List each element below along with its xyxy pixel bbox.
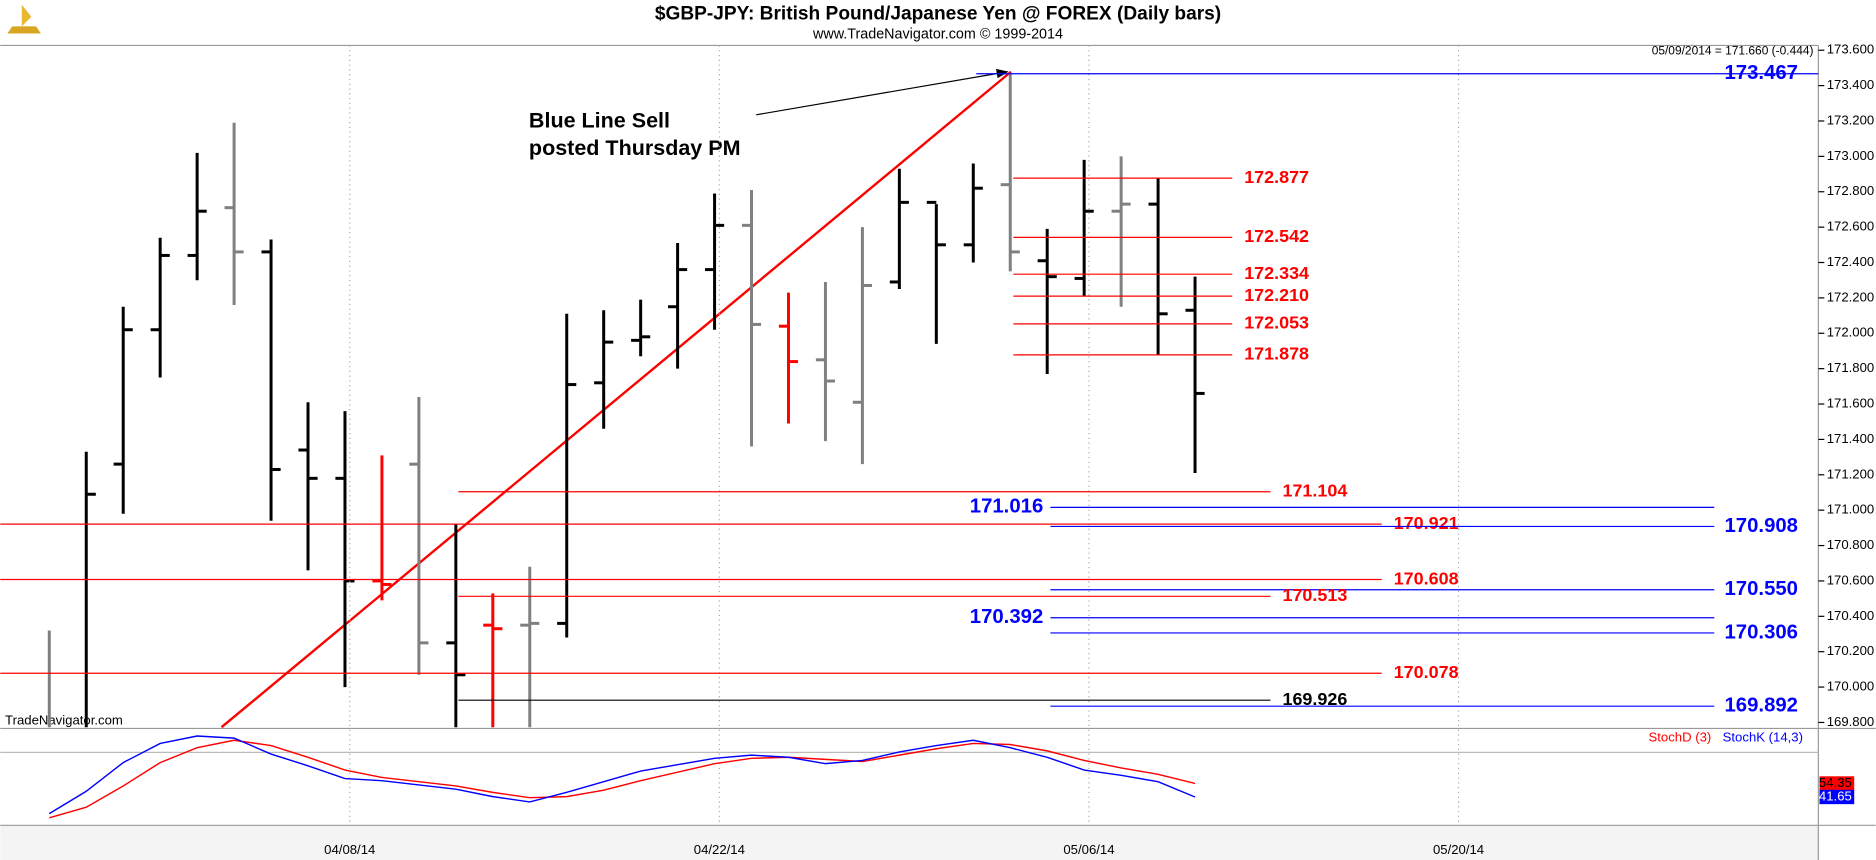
annotation-arrow bbox=[756, 68, 1009, 116]
level-label: 170.306 bbox=[1725, 621, 1798, 643]
level-label: 170.608 bbox=[1394, 568, 1459, 588]
level-label: 173.467 bbox=[1725, 62, 1798, 84]
level-label: 170.921 bbox=[1394, 513, 1459, 533]
level-label: 171.104 bbox=[1282, 481, 1347, 501]
stoch-line bbox=[48, 735, 1196, 815]
x-tick-label: 04/22/14 bbox=[694, 842, 745, 857]
level-label: 169.926 bbox=[1282, 689, 1347, 709]
y-tick-label: 170.600 bbox=[1827, 572, 1875, 587]
y-tick-label: 170.000 bbox=[1827, 679, 1875, 694]
level-label: 172.053 bbox=[1244, 313, 1309, 333]
y-tick-label: 171.000 bbox=[1827, 502, 1875, 517]
y-tick-label: 173.200 bbox=[1827, 112, 1875, 127]
x-tick-label: 05/20/14 bbox=[1433, 842, 1484, 857]
y-tick-label: 171.600 bbox=[1827, 396, 1875, 411]
y-tick-label: 170.800 bbox=[1827, 537, 1875, 552]
last-value: 41.65 bbox=[1819, 788, 1852, 803]
level-label: 172.877 bbox=[1244, 167, 1309, 187]
level-label: 170.513 bbox=[1282, 585, 1347, 605]
y-tick-label: 172.800 bbox=[1827, 183, 1875, 198]
y-tick-label: 173.600 bbox=[1827, 42, 1875, 57]
level-label: 172.210 bbox=[1244, 285, 1309, 305]
trend-line bbox=[220, 70, 1012, 729]
logo bbox=[7, 4, 41, 34]
y-tick-label: 172.600 bbox=[1827, 219, 1875, 234]
level-label: 170.392 bbox=[970, 606, 1043, 628]
y-tick-label: 170.200 bbox=[1827, 643, 1875, 658]
level-label: 170.908 bbox=[1725, 515, 1798, 537]
annotation: Blue Line Sell bbox=[529, 109, 670, 133]
chart-title: $GBP-JPY: British Pound/Japanese Yen @ F… bbox=[655, 3, 1221, 24]
y-tick-label: 171.400 bbox=[1827, 431, 1875, 446]
info-label: 05/09/2014 = 171.660 (-0.444) bbox=[1652, 44, 1814, 58]
legend-entry: StochK (14,3) bbox=[1723, 729, 1803, 744]
level-label: 170.550 bbox=[1725, 578, 1798, 600]
annotation: posted Thursday PM bbox=[529, 136, 741, 160]
level-label: 172.334 bbox=[1244, 263, 1309, 283]
level-label: 172.542 bbox=[1244, 226, 1309, 246]
level-label: 169.892 bbox=[1725, 695, 1798, 717]
subtitle: www.TradeNavigator.com © 1999-2014 bbox=[812, 26, 1063, 42]
level-label: 171.016 bbox=[970, 496, 1043, 518]
y-tick-label: 169.800 bbox=[1827, 714, 1875, 729]
y-tick-label: 172.000 bbox=[1827, 325, 1875, 340]
x-tick-label: 05/06/14 bbox=[1063, 842, 1114, 857]
y-tick-label: 173.400 bbox=[1827, 77, 1875, 92]
level-label: 171.878 bbox=[1244, 344, 1309, 364]
x-tick-label: 04/08/14 bbox=[324, 842, 375, 857]
y-tick-label: 173.000 bbox=[1827, 148, 1875, 163]
y-tick-label: 172.200 bbox=[1827, 289, 1875, 304]
last-value: 54.35 bbox=[1819, 775, 1852, 790]
y-tick-label: 171.800 bbox=[1827, 360, 1875, 375]
level-label: 170.078 bbox=[1394, 662, 1459, 682]
last-value-box bbox=[1819, 776, 1855, 791]
date-axis-band bbox=[0, 825, 1819, 860]
price-panel bbox=[47, 73, 1205, 728]
legend-entry: StochD (3) bbox=[1648, 729, 1711, 744]
y-tick-label: 172.400 bbox=[1827, 254, 1875, 269]
y-tick-label: 171.200 bbox=[1827, 466, 1875, 481]
last-value-box bbox=[1819, 789, 1855, 805]
y-tick-label: 170.400 bbox=[1827, 608, 1875, 623]
watermark: TradeNavigator.com bbox=[5, 713, 123, 728]
